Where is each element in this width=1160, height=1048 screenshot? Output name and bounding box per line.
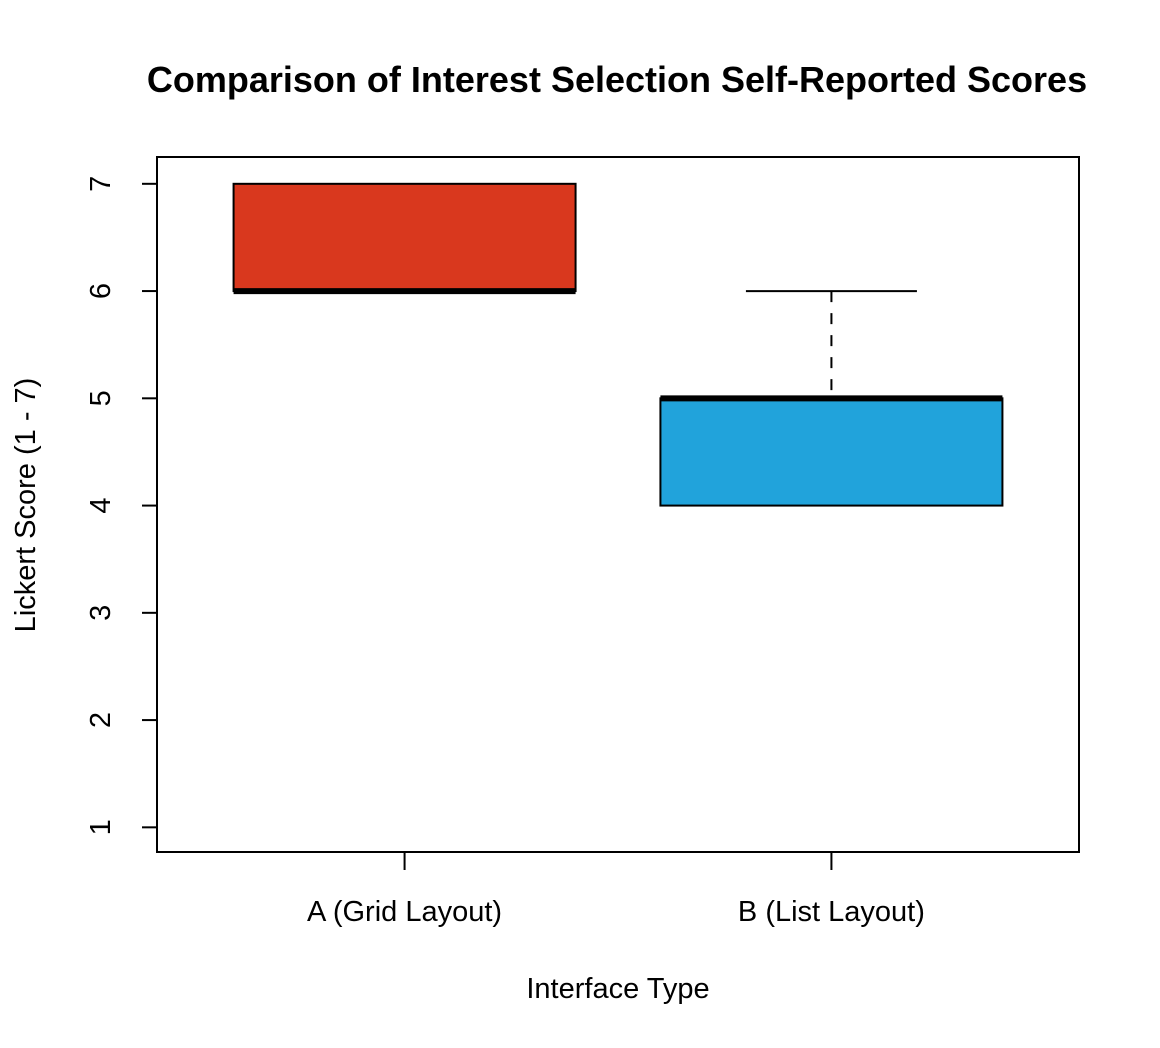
x-tick-label: B (List Layout): [738, 896, 925, 928]
y-tick-label: 1: [85, 819, 117, 835]
box-body: [659, 397, 1004, 507]
box-series: [232, 182, 1004, 507]
y-tick-label: 2: [85, 712, 117, 728]
y-tick-label: 4: [85, 498, 117, 514]
y-tick-label: 6: [85, 283, 117, 299]
y-tick-label: 3: [85, 605, 117, 621]
x-tick-label: A (Grid Layout): [307, 896, 502, 928]
y-tick-label: 5: [85, 390, 117, 406]
box-body: [232, 182, 577, 293]
x-axis: A (Grid Layout) B (List Layout): [307, 852, 925, 928]
chart-title: Comparison of Interest Selection Self-Re…: [147, 59, 1087, 100]
box-b: [659, 290, 1004, 507]
y-tick-label: 7: [85, 176, 117, 192]
x-axis-label: Interface Type: [526, 973, 709, 1005]
box-a: [232, 182, 577, 295]
y-axis-label: Lickert Score (1 - 7): [10, 378, 42, 633]
y-axis: 1 2 3 4 5 6 7: [85, 176, 158, 835]
